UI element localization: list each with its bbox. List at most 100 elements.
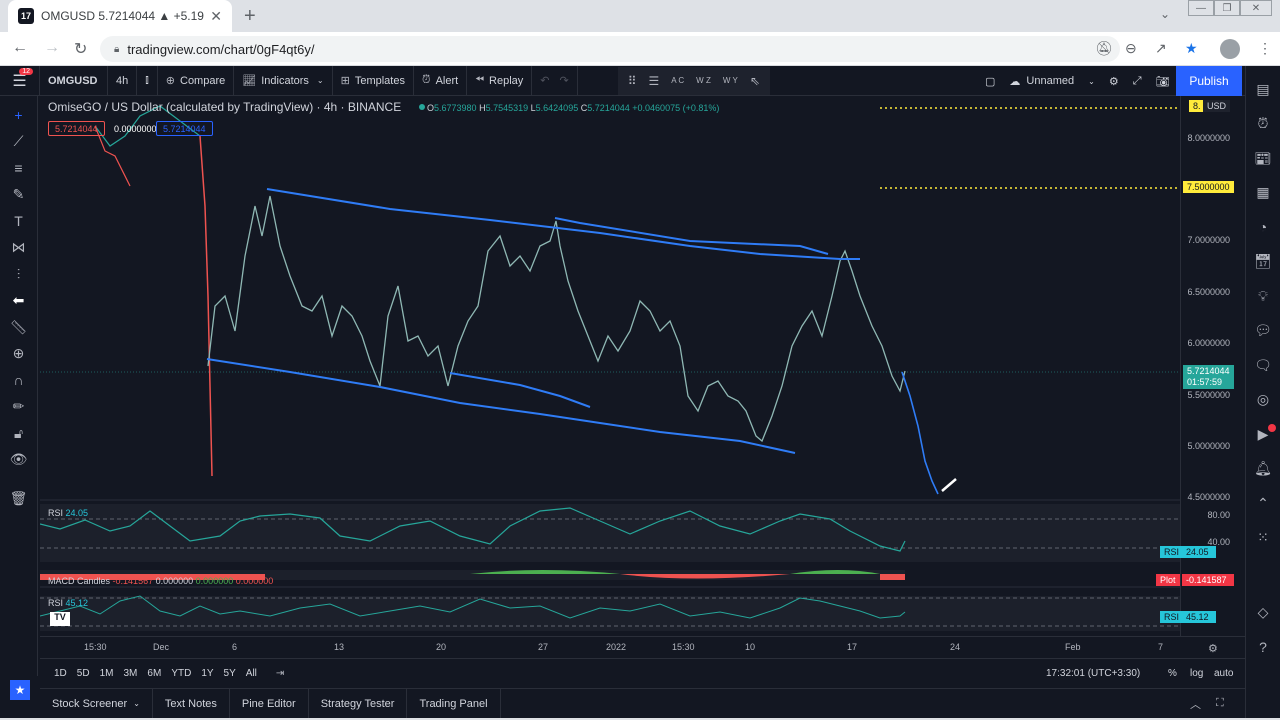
percent-toggle[interactable]: %	[1168, 668, 1177, 679]
elliott-double-combo-icon[interactable]: W Y	[722, 76, 738, 85]
publish-button[interactable]: Publish	[1176, 66, 1242, 96]
streams-icon[interactable]: ▶	[1246, 417, 1280, 452]
minimize-icon[interactable]: —	[1188, 0, 1214, 16]
range-ytd[interactable]: YTD	[171, 668, 192, 679]
ideas-stream-icon[interactable]: ◎	[1256, 391, 1270, 408]
url-input[interactable]: 🔒︎ tradingview.com/chart/0gF4qt6y/	[100, 36, 1120, 62]
tradingview-logo-icon[interactable]: TV	[50, 612, 70, 626]
currency-select[interactable]: USD	[1203, 100, 1231, 112]
replay-button[interactable]: ⏪︎ Replay	[467, 65, 533, 96]
text-icon[interactable]: T	[14, 213, 23, 230]
tab-stock-screener[interactable]: Stock Screener ⌄	[40, 688, 153, 719]
eye-icon[interactable]: 👁︎	[9, 451, 28, 468]
profile-avatar[interactable]	[1220, 39, 1240, 59]
drag-handle-icon[interactable]: ⠿	[627, 73, 637, 88]
collapse-panel-icon[interactable]: ︿	[1190, 698, 1201, 711]
tab-trading-panel[interactable]: Trading Panel	[407, 688, 501, 719]
tab-pine-editor[interactable]: Pine Editor	[230, 688, 309, 719]
price-chart-canvas[interactable]	[40, 96, 1180, 636]
range-all[interactable]: All	[245, 668, 257, 679]
alerts-clock-icon[interactable]: ⏰︎	[1257, 115, 1269, 132]
bookmark-star-icon[interactable]: ★	[1185, 40, 1198, 56]
notifications-muted-icon[interactable]: 🔕︎	[1095, 40, 1113, 56]
restore-icon[interactable]: ❐	[1214, 0, 1240, 16]
parallel-channel-icon[interactable]: ☰	[648, 73, 660, 88]
reload-icon[interactable]: ↻	[74, 41, 88, 58]
more-menu-icon[interactable]: ⋮	[1258, 40, 1272, 56]
fullscreen-icon[interactable]: ⤢	[1132, 74, 1142, 87]
alert-button[interactable]: ⏰︎ Alert	[414, 65, 468, 96]
close-tab-icon[interactable]: ✕	[210, 7, 222, 24]
undo-icon[interactable]: ↶	[540, 75, 550, 87]
close-window-icon[interactable]: ✕	[1240, 0, 1272, 16]
goto-date-icon[interactable]: ⇥	[275, 668, 285, 679]
order-panel-icon[interactable]: ⌃	[1257, 494, 1269, 511]
elliott-correction-icon[interactable]: A C	[671, 76, 685, 85]
main-menu-button[interactable]: ☰ 12	[0, 65, 40, 96]
range-3m[interactable]: 3M	[123, 668, 138, 679]
star-favorite-icon[interactable]: ★	[10, 680, 30, 700]
log-toggle[interactable]: log	[1190, 668, 1204, 679]
price-axis[interactable]: 8. USD 8.0000000 7.5000000 7.0000000 6.5…	[1180, 96, 1244, 636]
chart-type-button[interactable]: ⫾	[137, 65, 158, 96]
range-5d[interactable]: 5D	[76, 668, 90, 679]
trash-icon[interactable]: 🗑︎	[9, 489, 28, 506]
share-icon[interactable]: ↗	[1155, 40, 1167, 56]
back-arrow-icon[interactable]: ⬅	[12, 292, 25, 309]
ideas-lightbulb-icon[interactable]: 💡︎	[1258, 287, 1268, 304]
settings-gear-icon[interactable]: ⚙︎	[1108, 75, 1119, 88]
elliott-triangle-icon[interactable]: W Z	[696, 76, 711, 85]
patterns-icon[interactable]: ⋈	[11, 239, 26, 256]
news-icon[interactable]: 📰︎	[1254, 149, 1272, 166]
browser-tab[interactable]: 17 OMGUSD 5.7214044 ▲ +5.19% U ✕	[8, 0, 232, 32]
tab-strategy-tester[interactable]: Strategy Tester	[309, 688, 408, 719]
sell-price-button[interactable]: 5.7214044	[48, 121, 105, 136]
range-1d[interactable]: 1D	[54, 668, 67, 679]
fib-retracement-icon[interactable]: ≡	[14, 160, 23, 177]
clock-timezone[interactable]: 17:32:01 (UTC+3:30)	[1046, 668, 1141, 679]
zoom-in-icon[interactable]: ⊕	[12, 345, 25, 362]
tab-search-chevron-icon[interactable]: ⌄	[1160, 7, 1171, 21]
back-icon[interactable]: ←	[12, 39, 28, 56]
layout-select-icon[interactable]: ▢	[985, 75, 996, 88]
auto-toggle[interactable]: auto	[1214, 668, 1234, 679]
range-6m[interactable]: 6M	[147, 668, 162, 679]
range-5y[interactable]: 5Y	[223, 668, 236, 679]
layout-name[interactable]: Unnamed	[1026, 75, 1075, 87]
dom-icon[interactable]: ⁙	[1257, 529, 1269, 546]
magnet-icon[interactable]: ∩	[13, 372, 24, 389]
templates-button[interactable]: ⊞ Templates	[333, 65, 414, 96]
layers-icon[interactable]: ◇	[1257, 603, 1269, 620]
hotlists-icon[interactable]: ▦	[1256, 184, 1270, 201]
calendar-icon[interactable]: 📅︎	[1254, 253, 1272, 270]
indicators-button[interactable]: 📈︎ Indicators ⌄	[234, 65, 333, 96]
lock-icon[interactable]: 🔓︎	[13, 424, 24, 441]
symbol-title[interactable]: OmiseGO / US Dollar (calculated by Tradi…	[48, 100, 402, 114]
chart-pie-icon[interactable]: ◔	[1258, 219, 1268, 236]
help-icon[interactable]: ?	[1259, 638, 1267, 655]
trend-line-icon[interactable]: ⟋	[13, 133, 24, 150]
cursor-arrow-icon[interactable]: ⇖	[749, 73, 760, 88]
redo-icon[interactable]: ↷	[559, 75, 569, 87]
brush-icon[interactable]: ✎	[12, 186, 25, 203]
chevron-down-icon[interactable]: ⌄	[1088, 76, 1095, 86]
prediction-tools-icon[interactable]: ⫶	[16, 265, 21, 282]
private-chat-icon[interactable]: 🗨︎	[1254, 356, 1272, 373]
crosshair-icon[interactable]: +	[14, 107, 23, 124]
lock-drawing-icon[interactable]: ✏︎	[12, 398, 25, 415]
compare-button[interactable]: ⊕ Compare	[158, 65, 235, 96]
symbol-search-button[interactable]: OMGUSD	[40, 65, 108, 96]
interval-button[interactable]: 4h	[108, 65, 138, 96]
buy-price-button[interactable]: 5.7214044	[156, 121, 213, 136]
range-1m[interactable]: 1M	[99, 668, 114, 679]
time-axis[interactable]: 15:30 Dec 6 13 20 27 2022 15:30 10 17 24…	[40, 636, 1245, 658]
new-tab-icon[interactable]: +	[244, 5, 256, 27]
zoom-out-icon[interactable]: ⊖	[1125, 40, 1137, 56]
axis-settings-gear-icon[interactable]: ⚙︎	[1208, 643, 1218, 655]
ruler-icon[interactable]: 📏︎	[9, 318, 28, 335]
watchlist-icon[interactable]: ▤	[1256, 80, 1270, 97]
range-1y[interactable]: 1Y	[201, 668, 214, 679]
notifications-bell-icon[interactable]: 🔔︎	[1254, 460, 1272, 477]
camera-icon[interactable]: 📷︎	[1155, 75, 1170, 88]
forward-icon[interactable]: →	[44, 39, 60, 56]
